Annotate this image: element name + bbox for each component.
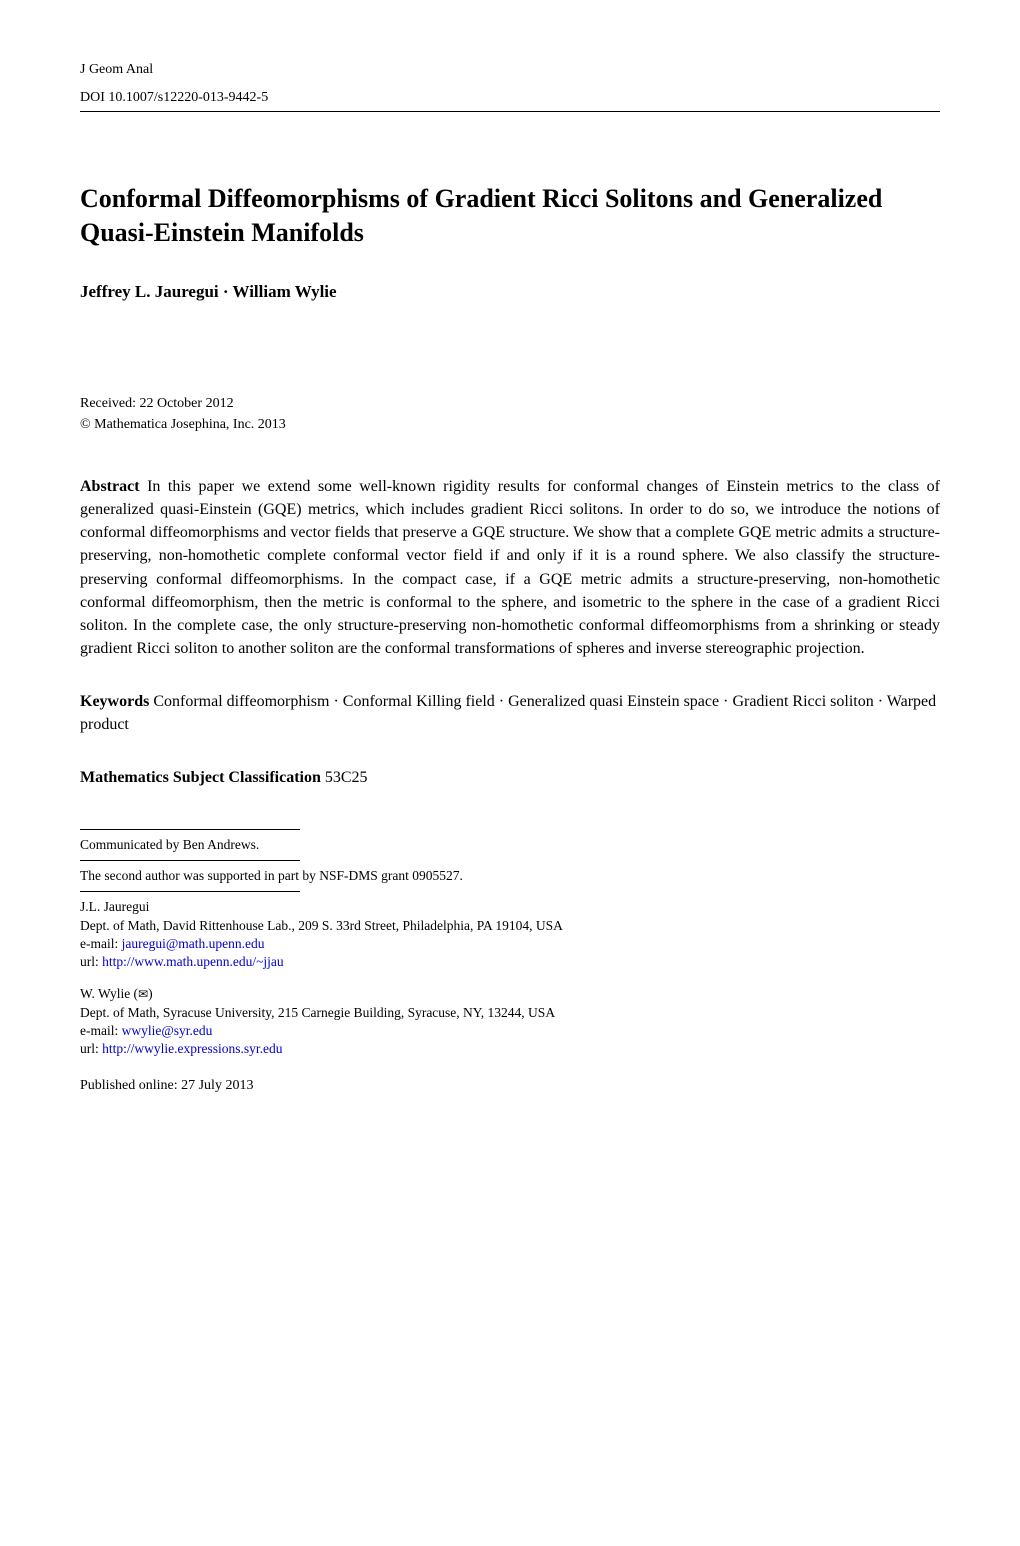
abstract-label: Abstract [80,478,140,495]
journal-name: J Geom Anal [80,60,940,80]
author1-url-label: url: [80,954,102,969]
keywords-label: Keywords [80,693,149,710]
author1-email-link[interactable]: jauregui@math.upenn.edu [122,936,265,951]
article-title: Conformal Diffeomorphisms of Gradient Ri… [80,182,940,250]
author2-affiliation: Dept. of Math, Syracuse University, 215 … [80,1004,940,1022]
author2-url-label: url: [80,1041,102,1056]
author1-url-link[interactable]: http://www.math.upenn.edu/~jjau [102,954,284,969]
author1-name: J.L. Jauregui [80,898,940,916]
funding-note: The second author was supported in part … [80,867,940,885]
published-online: Published online: 27 July 2013 [80,1076,940,1096]
footnote-rule-1 [80,829,300,830]
msc-text: 53C25 [321,769,368,786]
header-rule [80,111,940,112]
footnote-rule-2 [80,860,300,861]
envelope-icon: ✉ [138,987,148,1001]
author2-name-prefix: W. Wylie ( [80,986,138,1001]
author2-name-suffix: ) [148,986,153,1001]
keywords-text: Conformal diffeomorphism · Conformal Kil… [80,693,936,733]
abstract-text: In this paper we extend some well-known … [80,478,940,657]
author2-block: W. Wylie (✉) Dept. of Math, Syracuse Uni… [80,985,940,1058]
author1-email-label: e-mail: [80,936,122,951]
author2-email-label: e-mail: [80,1023,122,1038]
footnote-rule-3 [80,891,300,892]
author1-affiliation: Dept. of Math, David Rittenhouse Lab., 2… [80,917,940,935]
copyright: © Mathematica Josephina, Inc. 2013 [80,415,940,435]
author2-email-link[interactable]: wwylie@syr.edu [122,1023,213,1038]
authors: Jeffrey L. Jauregui · William Wylie [80,280,940,304]
author1-block: J.L. Jauregui Dept. of Math, David Ritte… [80,898,940,971]
communicated-by: Communicated by Ben Andrews. [80,836,940,854]
received-date: Received: 22 October 2012 [80,394,940,414]
doi: DOI 10.1007/s12220-013-9442-5 [80,88,940,108]
msc-label: Mathematics Subject Classification [80,769,321,786]
author2-url-link[interactable]: http://wwylie.expressions.syr.edu [102,1041,282,1056]
msc: Mathematics Subject Classification 53C25 [80,767,940,789]
abstract: Abstract In this paper we extend some we… [80,475,940,661]
keywords: Keywords Conformal diffeomorphism · Conf… [80,690,940,736]
